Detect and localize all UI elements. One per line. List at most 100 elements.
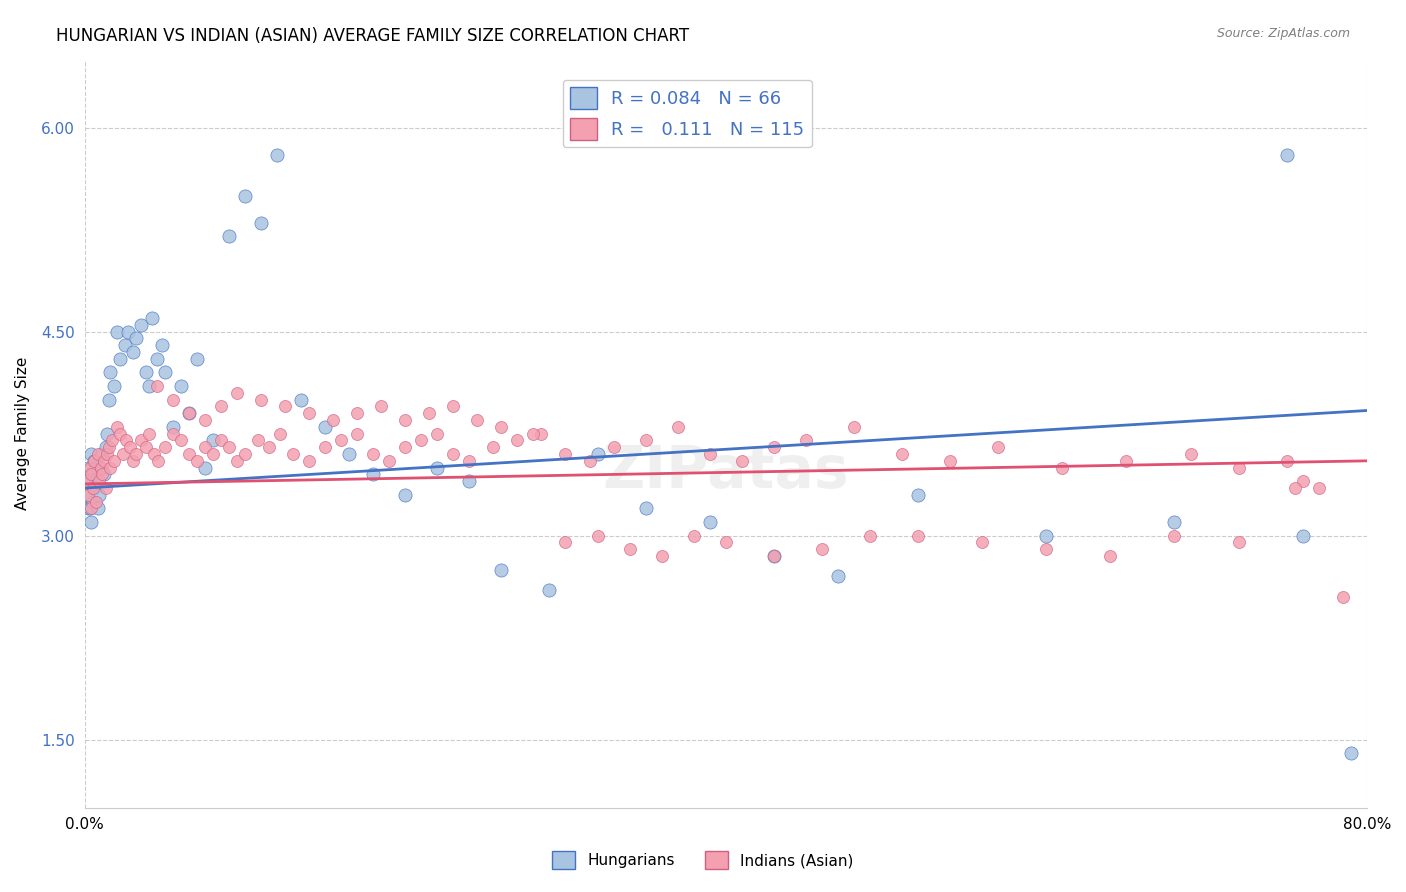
Point: [177, 406, 200, 420]
Point: [138, 379, 160, 393]
Point: [458, 475, 481, 489]
Point: [82, 494, 104, 508]
Point: [281, 447, 304, 461]
Point: [634, 501, 657, 516]
Point: [762, 549, 785, 563]
Point: [83, 454, 105, 468]
Point: [418, 406, 440, 420]
Point: [114, 338, 136, 352]
Point: [94, 440, 117, 454]
Point: [186, 351, 208, 366]
Point: [105, 325, 128, 339]
Point: [125, 447, 148, 461]
Point: [89, 475, 111, 489]
Point: [75, 488, 97, 502]
Point: [346, 426, 368, 441]
Point: [98, 366, 121, 380]
Point: [79, 475, 101, 489]
Point: [153, 366, 176, 380]
Point: [80, 467, 103, 482]
Point: [361, 447, 384, 461]
Point: [96, 426, 118, 441]
Point: [90, 460, 112, 475]
Point: [112, 447, 135, 461]
Point: [1331, 590, 1354, 604]
Point: [138, 426, 160, 441]
Point: [1275, 148, 1298, 162]
Point: [101, 434, 124, 448]
Point: [972, 535, 994, 549]
Point: [125, 331, 148, 345]
Point: [441, 400, 464, 414]
Point: [80, 501, 103, 516]
Point: [298, 454, 321, 468]
Point: [939, 454, 962, 468]
Point: [314, 420, 336, 434]
Point: [714, 535, 737, 549]
Point: [794, 434, 817, 448]
Point: [233, 447, 256, 461]
Point: [121, 345, 143, 359]
Point: [83, 454, 105, 468]
Point: [90, 460, 112, 475]
Point: [538, 582, 561, 597]
Point: [1308, 481, 1330, 495]
Point: [194, 413, 217, 427]
Point: [194, 440, 217, 454]
Point: [266, 148, 288, 162]
Point: [135, 440, 157, 454]
Point: [162, 420, 184, 434]
Point: [105, 420, 128, 434]
Point: [426, 426, 449, 441]
Point: [89, 488, 111, 502]
Point: [530, 426, 553, 441]
Point: [290, 392, 312, 407]
Point: [1099, 549, 1122, 563]
Point: [269, 426, 291, 441]
Point: [170, 379, 193, 393]
Point: [83, 481, 105, 495]
Point: [482, 440, 505, 454]
Point: [201, 447, 224, 461]
Point: [891, 447, 914, 461]
Point: [150, 338, 173, 352]
Point: [298, 406, 321, 420]
Point: [170, 434, 193, 448]
Point: [554, 535, 576, 549]
Point: [257, 440, 280, 454]
Point: [506, 434, 529, 448]
Point: [103, 379, 125, 393]
Point: [94, 481, 117, 495]
Point: [80, 515, 103, 529]
Point: [129, 318, 152, 332]
Point: [330, 434, 353, 448]
Point: [250, 392, 273, 407]
Point: [93, 467, 115, 482]
Point: [108, 351, 131, 366]
Point: [586, 447, 609, 461]
Y-axis label: Average Family Size: Average Family Size: [15, 357, 30, 510]
Point: [619, 542, 641, 557]
Point: [103, 454, 125, 468]
Point: [129, 434, 152, 448]
Point: [762, 549, 785, 563]
Point: [411, 434, 433, 448]
Point: [233, 188, 256, 202]
Point: [337, 447, 360, 461]
Point: [250, 216, 273, 230]
Point: [682, 529, 704, 543]
Point: [209, 434, 232, 448]
Point: [209, 400, 232, 414]
Point: [177, 447, 200, 461]
Point: [699, 515, 721, 529]
Point: [153, 440, 176, 454]
Point: [361, 467, 384, 482]
Point: [77, 460, 100, 475]
Point: [394, 440, 416, 454]
Point: [394, 413, 416, 427]
Point: [80, 447, 103, 461]
Point: [1163, 529, 1185, 543]
Point: [651, 549, 673, 563]
Point: [322, 413, 344, 427]
Point: [1340, 746, 1362, 760]
